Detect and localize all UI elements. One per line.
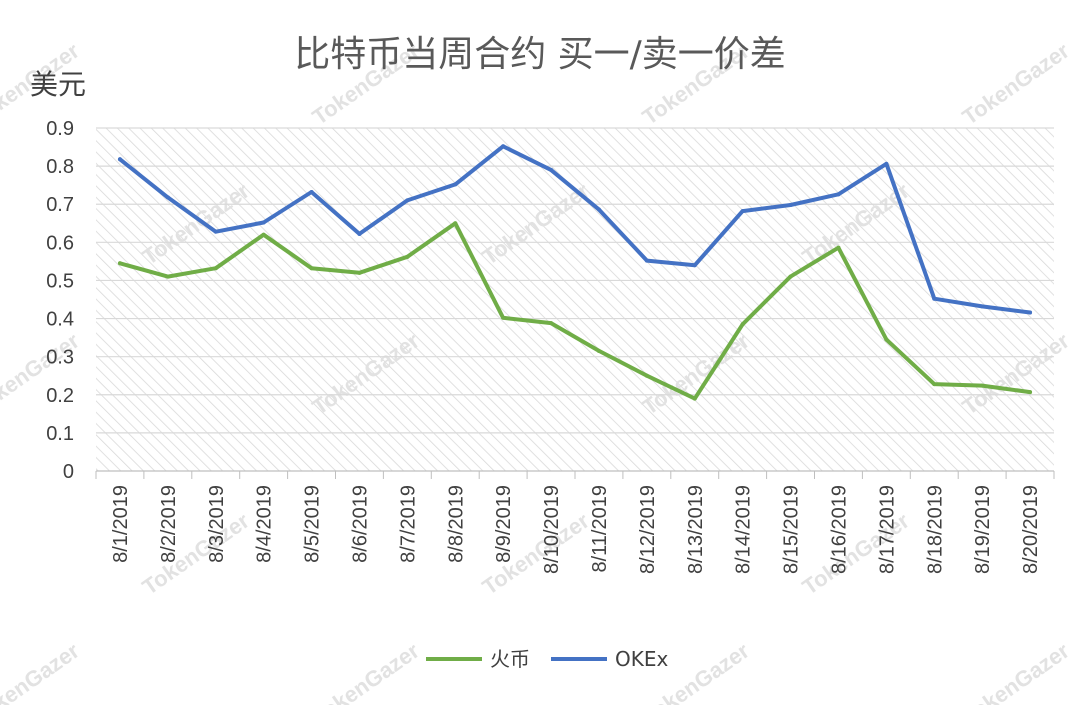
x-tick-label: 8/19/2019 (972, 485, 994, 574)
y-tick-label: 0.1 (46, 423, 74, 445)
x-tick-label: 8/3/2019 (206, 485, 228, 563)
y-tick-label: 0 (63, 461, 74, 483)
x-tick-label: 8/16/2019 (828, 485, 850, 574)
series-1-point (740, 209, 745, 214)
x-tick-label: 8/13/2019 (685, 485, 707, 574)
series-line-0 (118, 221, 1032, 401)
y-tick-label: 0.4 (46, 309, 74, 331)
x-tick-label: 8/7/2019 (397, 485, 419, 563)
y-tick-label: 0.3 (46, 347, 74, 369)
series-0-point (644, 373, 649, 378)
series-0-point (405, 254, 410, 259)
series-1-point (836, 192, 841, 197)
y-tick-label: 0.6 (46, 232, 74, 254)
series-1-point (261, 220, 266, 225)
series-0-point (596, 348, 601, 353)
series-1-point (357, 231, 362, 236)
series-1-point (501, 144, 506, 149)
series-0-point (357, 270, 362, 275)
series-1-point (980, 304, 985, 309)
series-0-point (309, 266, 314, 271)
x-tick-label: 8/18/2019 (924, 485, 946, 574)
series-0-point (165, 274, 170, 279)
chart-title: 比特币当周合约 买一/卖一价差 (294, 34, 786, 75)
series-1-point (932, 296, 937, 301)
y-axis-ticks: 0 0.1 0.2 0.3 0.4 0.5 0.6 0.7 0.8 0.9 (46, 118, 74, 483)
y-tick-label: 0.9 (46, 118, 74, 140)
series-0-point (836, 245, 841, 250)
series-1-point (644, 258, 649, 263)
x-axis-ticks: 8/1/2019 8/2/2019 8/3/2019 8/4/2019 8/5/2019… (95, 471, 1055, 574)
series-0-point (501, 315, 506, 320)
series-0-point (213, 266, 218, 271)
x-tick-label: 8/15/2019 (781, 485, 803, 574)
x-tick-label: 8/20/2019 (1020, 485, 1042, 574)
x-tick-label: 8/6/2019 (349, 485, 371, 563)
series-1-point (884, 161, 889, 166)
x-tick-label: 8/9/2019 (493, 485, 515, 563)
y-tick-label: 0.8 (46, 156, 74, 178)
legend-label-okex: OKEx (615, 647, 668, 671)
series-0-point (884, 337, 889, 342)
watermark-14: TokenGazer (0, 638, 84, 705)
x-tick-label: 8/14/2019 (733, 485, 755, 574)
series-0-point (980, 383, 985, 388)
legend-label-huobi: 火币 (490, 647, 530, 671)
legend: 火币 OKEx (426, 647, 668, 671)
x-tick-label: 8/4/2019 (254, 485, 276, 563)
series-0-point (740, 322, 745, 327)
series-1-point (549, 167, 554, 172)
series-1-point (1028, 310, 1033, 315)
y-axis-unit-label: 美元 (30, 68, 86, 101)
series-1-point (692, 263, 697, 268)
watermark-3: TokenGazer (958, 38, 1075, 130)
series-line-1 (118, 144, 1032, 315)
series-layer (117, 144, 1033, 401)
x-tick-label: 8/8/2019 (445, 485, 467, 563)
series-1-point (453, 182, 458, 187)
x-tick-label: 8/1/2019 (110, 485, 132, 563)
watermark-17: TokenGazer (958, 638, 1075, 705)
series-0-point (261, 232, 266, 237)
series-1-point (165, 195, 170, 200)
series-0-point (117, 261, 122, 266)
x-tick-label: 8/10/2019 (541, 485, 563, 574)
series-1-point (788, 202, 793, 207)
y-tick-label: 0.7 (46, 194, 74, 216)
y-tick-label: 0.5 (46, 270, 74, 292)
x-tick-label: 8/11/2019 (589, 485, 611, 573)
series-1-point (596, 207, 601, 212)
series-0-point (1028, 390, 1033, 395)
y-tick-label: 0.2 (46, 385, 74, 407)
series-1-point (117, 157, 122, 162)
series-0-point (453, 221, 458, 226)
series-0-point (932, 382, 937, 387)
watermark-15: TokenGazer (308, 638, 425, 705)
x-tick-label: 8/5/2019 (302, 485, 324, 563)
x-tick-label: 8/12/2019 (637, 485, 659, 574)
series-1-point (309, 190, 314, 195)
series-0-point (692, 396, 697, 401)
series-1-point (213, 229, 218, 234)
series-0-point (549, 321, 554, 326)
series-0-point (788, 274, 793, 279)
x-tick-label: 8/2/2019 (158, 485, 180, 563)
x-tick-label: 8/17/2019 (876, 485, 898, 574)
series-1-point (405, 198, 410, 203)
watermark-11: TokenGazer (138, 508, 255, 600)
